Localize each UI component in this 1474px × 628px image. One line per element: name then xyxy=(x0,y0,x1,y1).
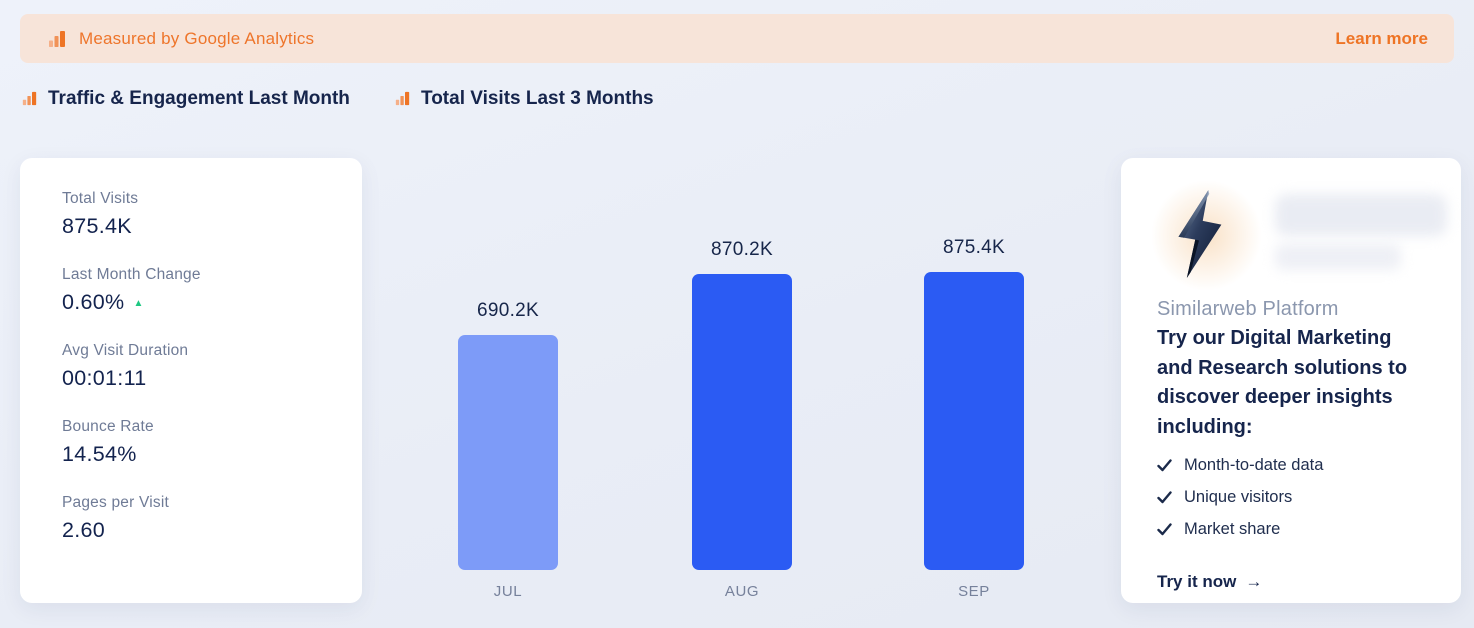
bar-value-label: 870.2K xyxy=(710,239,774,260)
bar-jul[interactable] xyxy=(458,335,558,570)
stat-label: Last Month Change xyxy=(62,266,201,283)
stat-total-visits: Total Visits 875.4K xyxy=(62,190,342,239)
stat-value: 00:01:11 xyxy=(62,366,147,390)
stat-avg-visit-duration: Avg Visit Duration 00:01:11 xyxy=(62,342,342,391)
promo-feature-label: Month-to-date data xyxy=(1184,456,1324,475)
arrow-right-icon: → xyxy=(1245,572,1263,592)
promo-feature-list: Month-to-date data Unique visitors Marke… xyxy=(1157,456,1427,539)
promo-feature-label: Market share xyxy=(1184,520,1281,539)
stat-value: 2.60 xyxy=(62,518,106,542)
check-icon xyxy=(1157,523,1172,536)
chart-section-title: Total Visits Last 3 Months xyxy=(421,88,654,109)
bar-sep[interactable] xyxy=(924,272,1024,570)
bar-month-label: JUL xyxy=(493,583,523,600)
trend-up-icon: ▲ xyxy=(133,298,144,309)
learn-more-link[interactable]: Learn more xyxy=(1335,28,1428,48)
chart-section-header: Total Visits Last 3 Months xyxy=(395,86,815,113)
banner-text: Measured by Google Analytics xyxy=(79,28,315,48)
promo-feature-item: Month-to-date data xyxy=(1157,456,1427,475)
traffic-stats-card: Total Visits 875.4K Last Month Change 0.… xyxy=(20,158,362,603)
promo-feature-item: Unique visitors xyxy=(1157,488,1427,507)
blurred-site-title xyxy=(1275,194,1447,236)
try-it-now-label: Try it now xyxy=(1157,572,1237,592)
promo-art xyxy=(1149,178,1447,293)
traffic-section-header: Traffic & Engagement Last Month xyxy=(22,86,352,113)
bar-value-label: 875.4K xyxy=(942,237,1006,258)
check-icon xyxy=(1157,491,1172,504)
promo-feature-item: Market share xyxy=(1157,520,1427,539)
stat-value: 875.4K xyxy=(62,214,132,238)
traffic-section-title: Traffic & Engagement Last Month xyxy=(48,88,350,109)
analytics-bars-icon xyxy=(48,30,66,48)
stat-label: Avg Visit Duration xyxy=(62,342,189,359)
analytics-bars-icon xyxy=(22,91,37,106)
bar-group-jul: 690.2K JUL xyxy=(428,160,588,606)
promo-feature-label: Unique visitors xyxy=(1184,488,1293,507)
bar-group-aug: 870.2K AUG xyxy=(662,160,822,606)
stat-bounce-rate: Bounce Rate 14.54% xyxy=(62,418,342,467)
analytics-bars-icon xyxy=(395,91,410,106)
measured-by-banner: Measured by Google Analytics Learn more xyxy=(20,14,1454,63)
bar-group-sep: 875.4K SEP xyxy=(894,160,1054,606)
bar-value-label: 690.2K xyxy=(476,300,540,321)
lightning-bolt-icon xyxy=(1171,190,1227,283)
stat-value-text: 0.60% xyxy=(62,290,125,314)
bar-month-label: SEP xyxy=(958,583,990,600)
try-it-now-link[interactable]: Try it now → xyxy=(1157,572,1262,592)
bar-aug[interactable] xyxy=(692,274,792,570)
stat-label: Bounce Rate xyxy=(62,418,154,435)
check-icon xyxy=(1157,459,1172,472)
total-visits-bar-chart: 690.2K JUL 870.2K AUG 875.4K SEP xyxy=(390,160,1110,606)
promo-heading: Try our Digital Marketing and Research s… xyxy=(1157,327,1408,438)
stat-label: Total Visits xyxy=(62,190,139,207)
promo-brand: Similarweb Platform xyxy=(1157,298,1339,320)
stat-pages-per-visit: Pages per Visit 2.60 xyxy=(62,494,342,543)
similarweb-promo-card: Similarweb Platform Try our Digital Mark… xyxy=(1121,158,1461,603)
stat-value: 14.54% xyxy=(62,442,137,466)
stat-value: 0.60% ▲ xyxy=(62,290,342,315)
stat-label: Pages per Visit xyxy=(62,494,169,511)
stat-last-month-change: Last Month Change 0.60% ▲ xyxy=(62,266,342,315)
blurred-site-meta xyxy=(1275,244,1401,270)
bar-month-label: AUG xyxy=(724,583,760,600)
